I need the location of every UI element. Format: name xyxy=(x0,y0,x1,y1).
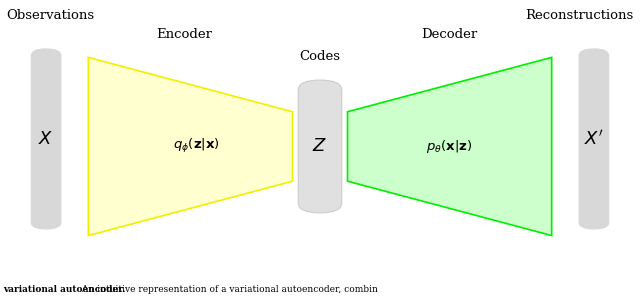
Text: Encoder: Encoder xyxy=(156,28,212,41)
Text: $X$: $X$ xyxy=(38,130,54,148)
Text: Observations: Observations xyxy=(6,9,95,22)
Text: Reconstructions: Reconstructions xyxy=(525,9,634,22)
Text: $p_{\theta}(\mathbf{x}|\mathbf{z})$: $p_{\theta}(\mathbf{x}|\mathbf{z})$ xyxy=(426,138,473,155)
FancyBboxPatch shape xyxy=(298,80,342,213)
FancyBboxPatch shape xyxy=(579,48,609,230)
Text: $X'$: $X'$ xyxy=(584,130,604,148)
Polygon shape xyxy=(88,57,292,236)
Text: Decoder: Decoder xyxy=(422,28,477,41)
Text: variational autoencoder.: variational autoencoder. xyxy=(3,285,125,294)
Text: $Z$: $Z$ xyxy=(312,137,328,156)
Text: $q_{\phi}(\mathbf{z}|\mathbf{x})$: $q_{\phi}(\mathbf{z}|\mathbf{x})$ xyxy=(173,137,220,156)
Polygon shape xyxy=(348,57,552,236)
FancyBboxPatch shape xyxy=(31,48,61,230)
Text: Codes: Codes xyxy=(300,50,340,63)
Text: An intuitive representation of a variational autoencoder, combin: An intuitive representation of a variati… xyxy=(79,285,378,294)
